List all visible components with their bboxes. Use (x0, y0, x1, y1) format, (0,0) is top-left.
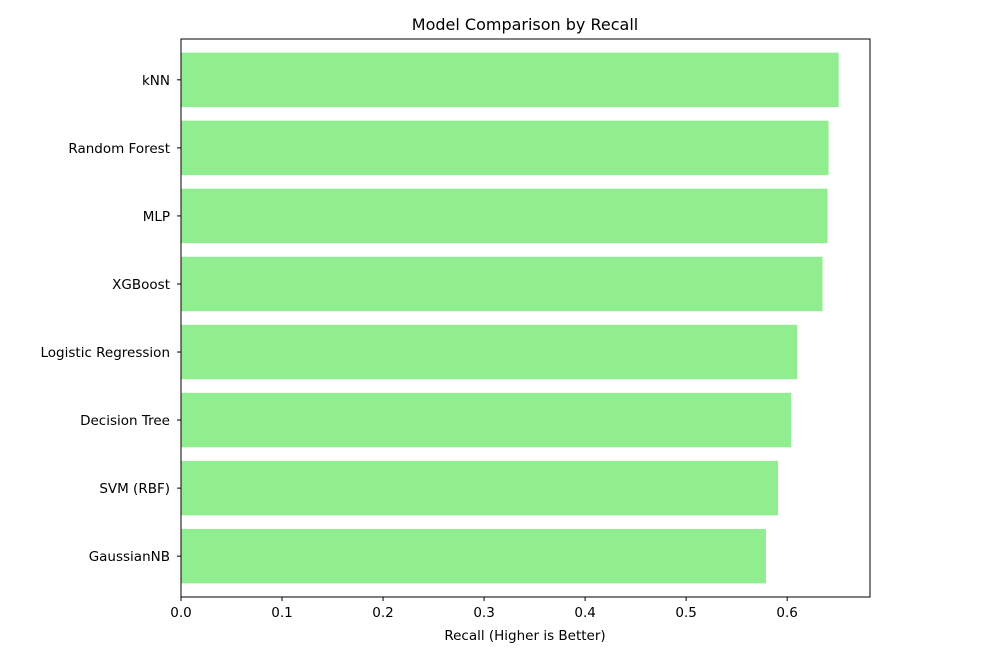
y-tick-label: Random Forest (68, 141, 170, 157)
x-tick-label: 0.0 (170, 605, 191, 621)
y-tick-label: MLP (143, 209, 170, 225)
x-axis-label: Recall (Higher is Better) (444, 628, 605, 644)
x-tick-label: 0.1 (271, 605, 292, 621)
chart-title: Model Comparison by Recall (412, 15, 638, 34)
x-tick-label: 0.4 (574, 605, 595, 621)
y-axis-ticks: kNN Random Forest MLP XGBoost Logistic Regre… (41, 73, 181, 565)
bar-logistic-regression (181, 324, 798, 380)
y-tick-label: SVM (RBF) (99, 481, 170, 497)
y-tick-label: XGBoost (112, 277, 170, 293)
x-axis-ticks: 0.0 0.1 0.2 0.3 0.4 0.5 0.6 (170, 597, 798, 621)
y-tick-label: Logistic Regression (41, 345, 171, 361)
plot-area-frame (180, 38, 871, 598)
y-tick-label: GaussianNB (89, 549, 170, 565)
y-tick-label: kNN (142, 73, 170, 89)
bar-decision-tree (181, 392, 792, 448)
x-tick-label: 0.3 (473, 605, 494, 621)
bars-group (181, 52, 839, 584)
bar-xgboost (181, 256, 823, 312)
bar-svm-rbf (181, 460, 779, 516)
bar-gaussiannb (181, 528, 766, 584)
y-tick-label: Decision Tree (80, 413, 170, 429)
x-tick-label: 0.5 (675, 605, 696, 621)
x-tick-label: 0.6 (776, 605, 797, 621)
bar-mlp (181, 188, 828, 244)
bar-knn (181, 52, 839, 108)
bar-random-forest (181, 120, 829, 176)
x-tick-label: 0.2 (372, 605, 393, 621)
